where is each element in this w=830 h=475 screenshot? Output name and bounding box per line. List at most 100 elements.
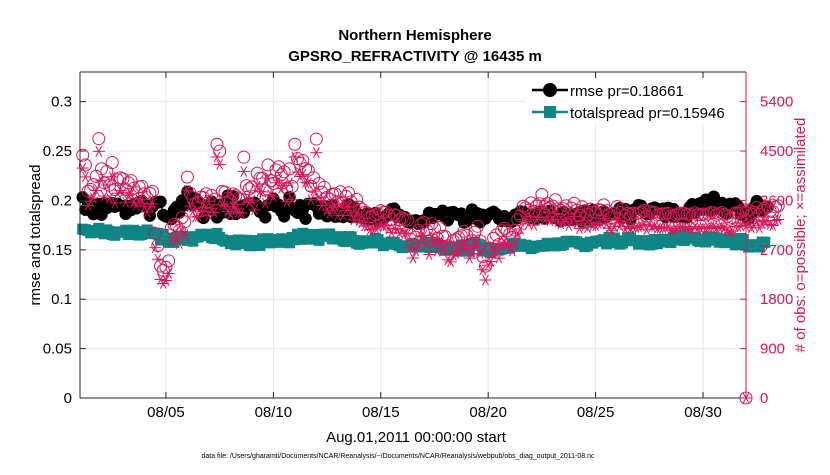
assimilated-obs-point: [90, 185, 103, 196]
possible-obs-point: [288, 137, 302, 151]
asterisk-stroke: [420, 230, 428, 241]
assimilated-obs-point: [769, 215, 782, 226]
left-tick-label: 0.25: [43, 143, 72, 160]
asterisk-stroke: [216, 158, 224, 170]
right-tick-label: 4500: [760, 143, 793, 160]
assimilated-obs-point: [522, 218, 535, 230]
assimilated-obs-point: [468, 240, 481, 252]
assimilated-obs-point: [318, 195, 331, 206]
left-tick-label: 0.2: [51, 192, 72, 209]
assimilated-obs-point: [444, 256, 457, 268]
asterisk-stroke: [329, 202, 336, 214]
possible-obs-point: [624, 208, 638, 222]
legend-rmse-marker: [543, 83, 557, 97]
asterisk-stroke: [726, 226, 734, 238]
asterisk-stroke: [288, 193, 296, 205]
possible-obs-point: [261, 158, 275, 172]
left-tick-label: 0.3: [51, 94, 72, 111]
rmse-point: [299, 212, 312, 225]
possible-obs-point: [648, 205, 662, 219]
assimilated-obs-point: [401, 228, 414, 240]
x-tick-label: 08/25: [577, 404, 615, 421]
possible-obs-point: [175, 211, 189, 225]
possible-obs-point: [495, 224, 509, 238]
assimilated-obs-point: [79, 171, 92, 183]
possible-obs-point: [92, 132, 106, 146]
possible-obs-point: [712, 207, 726, 221]
asterisk-stroke: [715, 222, 723, 233]
possible-obs-point: [148, 227, 162, 241]
asterisk-stroke: [248, 194, 256, 206]
asterisk-stroke: [345, 201, 352, 212]
asterisk-stroke: [307, 194, 315, 206]
asterisk-stroke: [586, 217, 594, 229]
legend-box: [526, 78, 738, 124]
assimilated-obs-point: [407, 252, 419, 264]
assimilated-obs-point: [460, 242, 473, 254]
possible-obs-point: [186, 191, 200, 205]
asterisk-stroke: [315, 191, 323, 203]
asterisk-stroke: [562, 213, 570, 225]
asterisk-stroke: [406, 242, 414, 254]
asterisk-stroke: [355, 215, 363, 227]
right-tick-label: 0: [760, 390, 768, 407]
asterisk-stroke: [312, 147, 320, 159]
assimilated-obs-point: [304, 194, 317, 206]
possible-obs-point: [178, 215, 192, 229]
possible-obs-point: [691, 208, 705, 222]
assimilated-obs-point: [108, 197, 121, 209]
asterisk-stroke: [772, 215, 779, 226]
possible-obs-point: [76, 148, 90, 162]
assimilated-obs-point: [398, 227, 411, 239]
assimilated-obs-point: [772, 214, 785, 225]
assimilated-obs-point: [261, 172, 274, 184]
assimilated-obs-point: [232, 206, 245, 218]
assimilated-obs-point: [527, 219, 540, 231]
possible-obs-point: [760, 200, 774, 214]
asterisk-stroke: [570, 211, 578, 222]
asterisk-stroke: [337, 199, 344, 211]
asterisk-stroke: [119, 187, 127, 199]
asterisk-stroke: [95, 145, 103, 157]
assimilated-obs-point: [95, 175, 108, 187]
possible-obs-point: [427, 221, 441, 235]
asterisk-stroke: [170, 232, 178, 243]
assimilated-obs-point: [299, 176, 312, 188]
asterisk-stroke: [205, 209, 213, 221]
assimilated-obs-point: [125, 188, 138, 200]
left-tick-label: 0.05: [43, 341, 72, 358]
asterisk-stroke: [286, 177, 293, 189]
asterisk-stroke: [508, 245, 516, 257]
assimilated-obs-point: [608, 221, 621, 233]
x-tick-label: 08/30: [684, 404, 722, 421]
possible-obs-point: [374, 204, 388, 218]
possible-obs-point: [342, 186, 356, 200]
asterisk-stroke: [525, 218, 532, 230]
assimilated-obs-point: [302, 177, 315, 189]
assimilated-obs-point: [713, 222, 726, 233]
asterisk-stroke: [269, 191, 277, 203]
assimilated-obs-point: [420, 238, 433, 250]
asterisk-stroke: [92, 185, 100, 196]
asterisk-stroke: [691, 221, 699, 232]
possible-obs-point: [180, 170, 194, 184]
assimilated-obs-point: [347, 214, 360, 226]
asterisk-stroke: [213, 151, 221, 163]
possible-obs-point: [718, 207, 732, 221]
asterisk-stroke: [422, 238, 430, 250]
assimilated-obs-point: [210, 151, 223, 163]
assimilated-obs-point: [135, 194, 148, 206]
asterisk-stroke: [468, 248, 476, 260]
assimilated-obs-point: [100, 179, 113, 191]
asterisk-stroke: [251, 204, 258, 216]
asterisk-stroke: [578, 214, 586, 226]
assimilated-obs-point: [326, 202, 339, 214]
possible-obs-point: [607, 206, 621, 220]
assimilated-obs-point: [342, 201, 355, 212]
asterisk-stroke: [576, 223, 583, 234]
x-tick-label: 08/05: [147, 404, 185, 421]
asterisk-stroke: [710, 221, 718, 232]
asterisk-stroke: [275, 174, 283, 186]
asterisk-stroke: [202, 202, 210, 213]
